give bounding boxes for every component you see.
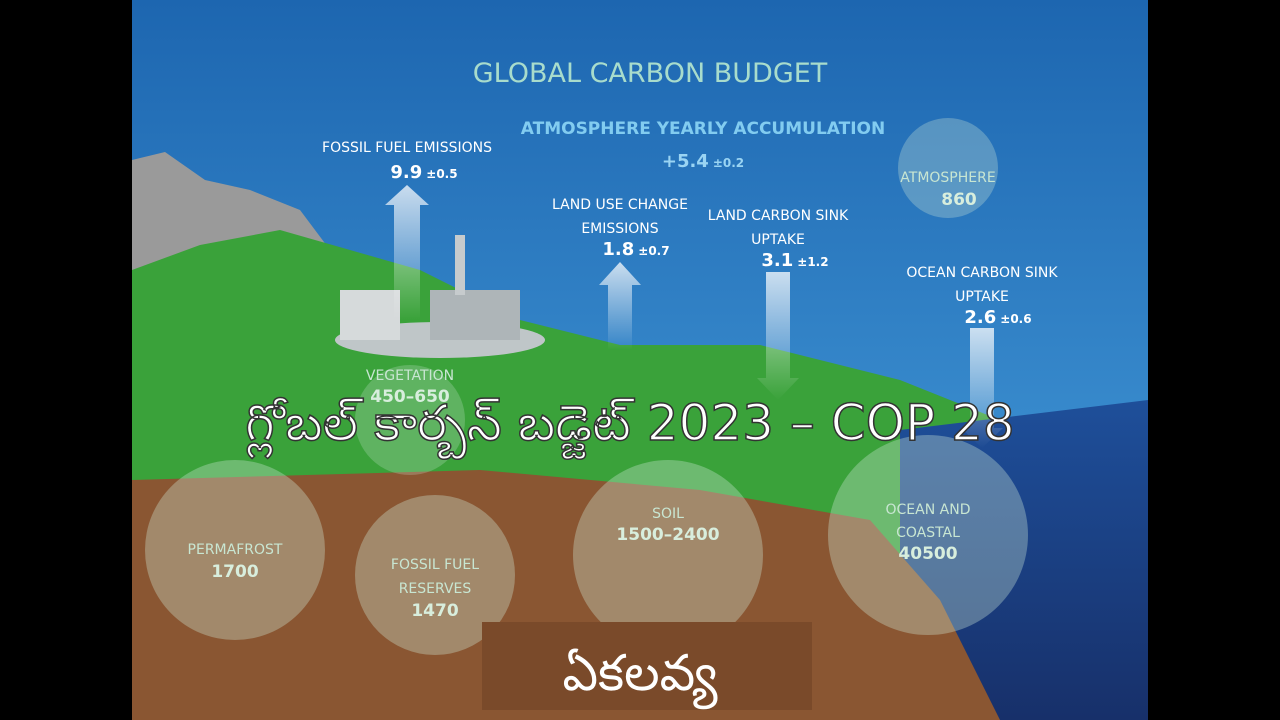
value: 9.9: [390, 162, 422, 183]
down-arrow: [961, 328, 1003, 448]
stock-label: RESERVES: [399, 581, 472, 597]
stock-label: FOSSIL FUEL: [391, 557, 479, 573]
flow-label: LAND CARBON SINK: [708, 208, 849, 224]
stock-label: VEGETATION: [366, 368, 454, 384]
flow-label: LAND USE CHANGE: [552, 197, 688, 213]
value: 3.1: [761, 250, 793, 271]
value: 1.8: [602, 239, 634, 260]
value: 2.6: [964, 307, 996, 328]
stock-circle: [898, 118, 998, 218]
up-arrow: [385, 185, 429, 320]
stock-circle: [573, 460, 763, 650]
stock-label: OCEAN AND: [886, 502, 971, 518]
stock-circle: [145, 460, 325, 640]
ocean: [900, 400, 1148, 720]
stock-label: COASTAL: [896, 525, 960, 541]
flow-label: FOSSIL FUEL EMISSIONS: [322, 140, 492, 156]
stock-label: SOIL: [652, 506, 684, 522]
stock-label: ATMOSPHERE: [900, 170, 995, 186]
uncertainty: ±0.2: [713, 156, 744, 170]
uncertainty: ±0.6: [1000, 312, 1031, 326]
uncertainty: ±1.2: [797, 255, 828, 269]
stock-value: 40500: [898, 544, 957, 564]
down-arrow: [757, 272, 799, 400]
flow-value: 2.6 ±0.6: [964, 307, 1031, 328]
chimney: [455, 235, 465, 295]
value: +5.4: [662, 151, 709, 172]
flow-value: 1.8 ±0.7: [602, 239, 669, 260]
stock-value: 1470: [411, 601, 458, 621]
stock-value: 1700: [211, 562, 258, 582]
stock-circle: [828, 435, 1028, 635]
stock-value: 1500–2400: [616, 525, 719, 545]
flow-value: 9.9 ±0.5: [390, 162, 457, 183]
footer-box: [482, 622, 812, 710]
flow-label: OCEAN CARBON SINK: [906, 265, 1058, 281]
flow-value: +5.4 ±0.2: [662, 151, 744, 172]
flow-label: UPTAKE: [751, 232, 805, 248]
footer-text: ఏకలవ్య: [563, 644, 718, 710]
flow-value: 3.1 ±1.2: [761, 250, 828, 271]
uncertainty: ±0.7: [638, 244, 669, 258]
uncertainty: ±0.5: [426, 167, 457, 181]
factory: [430, 290, 520, 340]
stock-value: 860: [941, 190, 977, 210]
stock-value: 450–650: [370, 387, 450, 407]
stock-circle: [355, 495, 515, 655]
up-arrow: [599, 262, 641, 350]
flow-label: EMISSIONS: [581, 221, 658, 237]
stock-label: PERMAFROST: [188, 542, 283, 558]
title: GLOBAL CARBON BUDGET: [473, 58, 828, 89]
overlay-title: గ్లోబల్ కార్బన్ బడ్జెట్ 2023 – COP 28: [245, 394, 1014, 460]
stock-circle: [355, 365, 465, 475]
city: [340, 290, 400, 340]
flow-label: ATMOSPHERE YEARLY ACCUMULATION: [521, 119, 885, 139]
flow-label: UPTAKE: [955, 289, 1009, 305]
